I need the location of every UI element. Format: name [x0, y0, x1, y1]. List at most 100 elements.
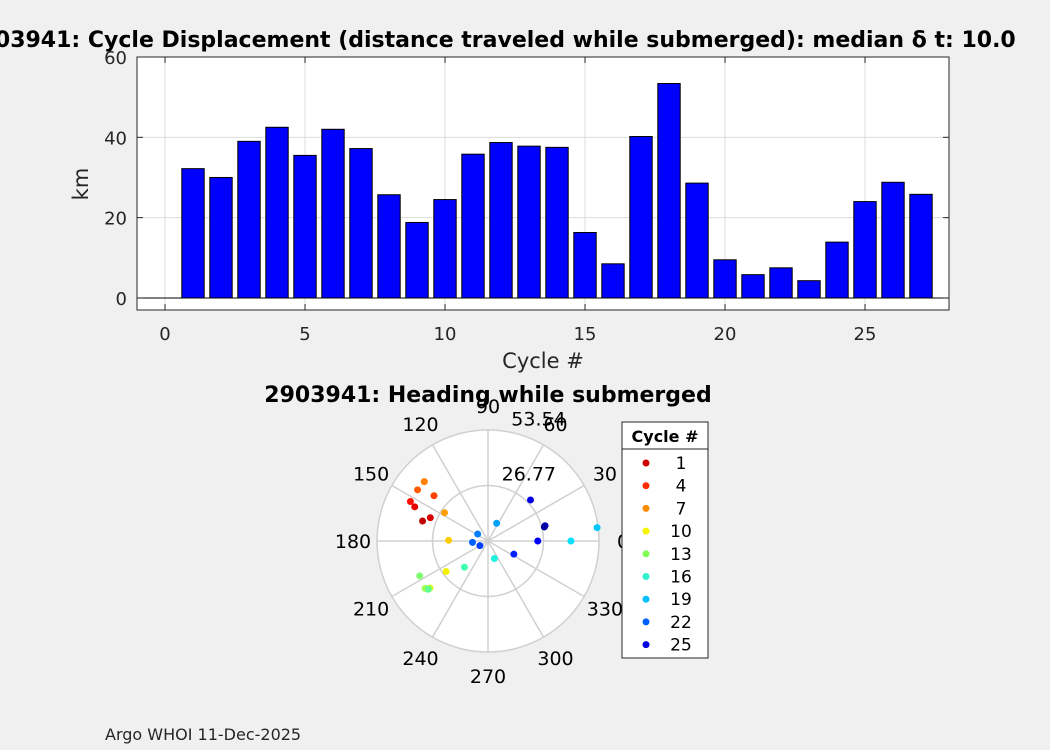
bar	[545, 146, 569, 299]
bar	[713, 259, 737, 299]
x-tick-label: 5	[299, 324, 310, 345]
x-tick-label: 15	[574, 324, 597, 345]
bar	[685, 182, 709, 299]
polar-point	[527, 496, 535, 504]
polar-point	[460, 563, 468, 571]
legend-marker	[642, 482, 650, 490]
polar-point	[510, 550, 518, 558]
bar	[265, 126, 289, 299]
polar-point	[441, 509, 449, 517]
legend-box	[621, 421, 709, 659]
polar-point	[420, 478, 428, 486]
polar-points	[406, 478, 601, 593]
legend-label: 4	[676, 477, 687, 497]
polar-grid-spoke	[391, 484, 489, 542]
bar	[405, 221, 429, 299]
bar	[489, 142, 513, 299]
polar-point	[476, 542, 484, 550]
polar-point	[534, 537, 542, 545]
x-tick-label: 10	[434, 324, 457, 345]
legend-marker	[642, 573, 650, 580]
legend-title: Cycle #	[632, 427, 699, 446]
legend-label: 16	[670, 568, 692, 588]
polar-angle-tick-label: 30	[593, 464, 617, 486]
bar	[573, 231, 597, 299]
bar-chart-title: 2903941: Cycle Displacement (distance tr…	[0, 28, 1016, 53]
bar-chart: 0 5 10 15 20 25 0 20 40 60 2903941: Cycle Displac…	[0, 28, 1016, 373]
bar	[797, 280, 821, 299]
polar-grid-spoke	[431, 540, 489, 638]
polar-point	[493, 519, 501, 527]
bar	[209, 176, 233, 299]
bar	[377, 194, 401, 299]
legend-marker	[642, 550, 650, 558]
legend-label: 13	[670, 545, 692, 565]
polar-point	[419, 517, 427, 525]
polar-point	[490, 555, 498, 563]
legend-label: 7	[676, 499, 687, 519]
polar-radius-tick-label: 26.77	[502, 463, 556, 485]
bar	[517, 145, 541, 299]
bar	[853, 201, 877, 299]
bar	[909, 193, 933, 299]
polar-angle-tick-label: 150	[353, 464, 389, 486]
bar-series	[181, 83, 933, 299]
polar-grid-spoke	[487, 540, 585, 598]
polar-radius-tick-label: 53.54	[511, 409, 565, 431]
bar	[461, 153, 485, 299]
polar-point	[414, 486, 422, 494]
x-tick-label: 25	[854, 324, 877, 345]
polar-point	[442, 567, 450, 575]
polar-point	[469, 538, 477, 546]
bar	[293, 154, 317, 299]
polar-angle-tick-label: 240	[402, 648, 438, 670]
polar-angle-tick-label: 90	[476, 396, 500, 418]
polar-point	[424, 585, 432, 593]
polar-tick-labels: 030609012015018021024027030033026.7753.5…	[335, 396, 629, 688]
polar-point	[430, 492, 438, 500]
polar-angle-tick-label: 210	[353, 599, 389, 621]
bar-y-axis-label: km	[69, 168, 93, 201]
bar-ticks: 0 5 10 15 20 25 0 20 40 60	[104, 48, 949, 345]
polar-point	[474, 530, 482, 538]
footer-text: Argo WHOI 11-Dec-2025	[105, 725, 302, 744]
legend-label: 1	[676, 454, 687, 474]
y-tick-label: 40	[104, 128, 127, 149]
legend-marker	[642, 527, 650, 535]
legend-marker	[642, 595, 650, 603]
polar-point	[411, 503, 419, 511]
polar-point	[426, 514, 434, 522]
legend-marker	[642, 618, 650, 626]
polar-point	[416, 572, 424, 580]
polar-point	[406, 497, 414, 505]
x-tick-label: 0	[159, 324, 170, 345]
polar-grid-spoke	[431, 444, 489, 542]
legend-label: 25	[670, 636, 692, 656]
polar-point	[567, 537, 575, 545]
bar-axes-frame	[136, 56, 950, 311]
polar-grid-spoke	[487, 484, 585, 542]
polar-point	[445, 536, 453, 544]
polar-angle-tick-label: 300	[537, 648, 573, 670]
polar-grid-spoke	[391, 540, 489, 598]
legend-marker	[642, 504, 650, 512]
polar-chart: 030609012015018021024027030033026.7753.5…	[264, 383, 711, 688]
legend-label: 19	[670, 590, 692, 610]
x-tick-label: 20	[714, 324, 737, 345]
bar	[741, 274, 765, 299]
bar	[825, 241, 849, 299]
polar-angle-tick-label: 120	[402, 414, 438, 436]
legend-label: 22	[670, 613, 692, 633]
bar-x-axis-label: Cycle #	[502, 349, 584, 373]
polar-angle-tick-label: 330	[587, 599, 623, 621]
bar	[237, 140, 261, 299]
legend-marker	[642, 641, 650, 649]
polar-chart-title: 2903941: Heading while submerged	[264, 383, 711, 408]
bar	[433, 199, 457, 299]
polar-angle-tick-label: 60	[543, 414, 567, 436]
y-tick-label: 0	[116, 289, 127, 310]
bar	[321, 128, 345, 299]
